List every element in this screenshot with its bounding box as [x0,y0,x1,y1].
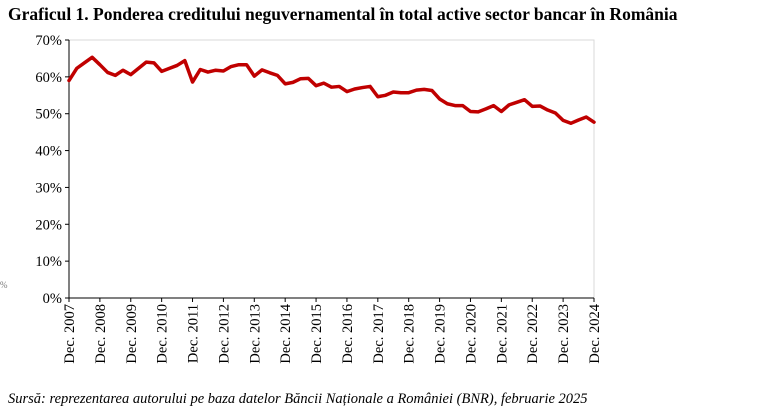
x-axis-ticks: Dec. 2007 Dec. 2008 Dec. 2009 Dec. 2010 Dec.… [62,298,603,364]
x-tick-label: Dec. 2008 [93,304,109,364]
x-tick-label: Dec. 2023 [556,304,572,364]
x-tick-label: Dec. 2017 [371,304,387,364]
x-tick-label: Dec. 2010 [155,304,171,364]
x-tick-label: Dec. 2018 [402,304,418,364]
y-tick-label: 20% [35,217,62,233]
series-layer [67,55,596,126]
plot-border [68,39,595,299]
y-tick-label: 0% [43,291,62,307]
y-tick-label: 50% [35,107,62,123]
y-tick-label: 10% [35,254,62,270]
y-tick-label: 70% [35,33,62,49]
y-tick-label: 30% [35,180,62,196]
series-line-0 [67,55,596,126]
y-tick-label: 40% [35,144,62,160]
x-tick-label: Dec. 2016 [340,304,356,364]
x-tick-label: Dec. 2009 [124,304,140,364]
axes [68,39,595,299]
x-tick-label: Dec. 2022 [525,304,541,364]
x-tick-label: Dec. 2012 [216,304,232,364]
y-tick-label: 60% [35,70,62,86]
chart-title: Graficul 1. Ponderea creditului neguvern… [8,4,678,24]
stray-mark: % [0,280,8,290]
x-tick-label: Dec. 2015 [309,304,325,364]
x-tick-label: Dec. 2013 [247,304,263,364]
source-note: Sursă: reprezentarea autorului pe baza d… [8,391,588,407]
x-tick-label: Dec. 2019 [433,304,449,364]
x-tick-label: Dec. 2014 [278,303,294,363]
x-tick-label: Dec. 2024 [587,303,603,363]
x-tick-label: Dec. 2021 [494,304,510,364]
x-tick-label: Dec. 2020 [463,304,479,364]
x-tick-label: Dec. 2011 [186,304,202,363]
x-tick-label: Dec. 2007 [62,304,78,364]
y-axis-ticks: 0% 10% 20% 30% 40% 50% 60% 70% [35,33,69,307]
